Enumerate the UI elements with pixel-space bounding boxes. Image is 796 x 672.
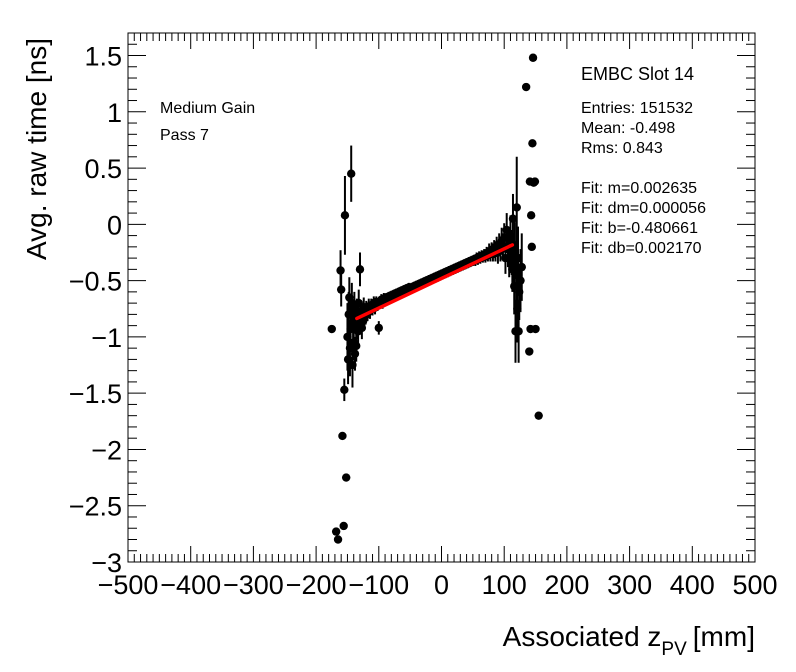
x-axis-title-subscript: PV: [661, 639, 687, 660]
data-marker: [521, 82, 531, 92]
data-point: [339, 521, 348, 531]
data-point: [527, 242, 536, 252]
y-tick-label: 0.5: [84, 154, 122, 184]
y-axis-title: Avg. raw time [ns]: [21, 38, 52, 260]
x-tick-label: 400: [670, 570, 715, 600]
data-marker: [531, 324, 540, 334]
fit-line-group: [355, 243, 515, 321]
x-tick-label: −400: [160, 570, 221, 600]
fit-line: [355, 243, 515, 321]
data-point: [341, 473, 351, 482]
data-points-group: [327, 53, 543, 544]
data-point: [526, 211, 536, 220]
label-gain: Medium Gain: [160, 100, 255, 117]
data-marker: [340, 211, 350, 220]
data-marker: [527, 242, 536, 252]
fit-dm-label: Fit: dm=0.000056: [581, 200, 706, 217]
x-tick-label: 100: [482, 570, 527, 600]
y-tick-label: 1.5: [84, 42, 122, 72]
x-tick-label: 0: [434, 570, 449, 600]
y-tick-label: −2.5: [69, 492, 122, 522]
data-marker: [508, 214, 518, 223]
data-marker: [374, 323, 383, 333]
x-tick-label: −200: [286, 570, 347, 600]
data-point: [531, 324, 540, 334]
stats-mean: Mean: -0.498: [581, 120, 675, 137]
tick-labels-group: −500 −400 −300 −200 −100 0 100 200 300 400 500 −3 −2…: [69, 42, 778, 600]
data-marker: [336, 285, 346, 294]
data-point: [534, 411, 543, 420]
data-point: [331, 527, 341, 536]
data-point: [340, 378, 349, 402]
fit-db-label: Fit: db=0.002170: [581, 240, 702, 257]
stats-rms: Rms: 0.843: [581, 140, 663, 157]
data-marker: [339, 521, 348, 531]
data-point: [530, 177, 540, 186]
x-tick-label: 200: [544, 570, 589, 600]
data-marker: [514, 327, 523, 336]
data-marker: [340, 385, 349, 394]
data-marker: [336, 266, 345, 275]
x-tick-label: −300: [223, 570, 284, 600]
x-tick-label: 300: [607, 570, 652, 600]
y-tick-label: −3: [91, 548, 122, 578]
fit-m-label: Fit: m=0.002635: [581, 180, 697, 197]
stats-title: EMBC Slot 14: [581, 64, 694, 84]
ticks-group: [127, 32, 756, 563]
data-point: [525, 347, 534, 356]
x-axis-title-main: Associated z: [503, 621, 662, 652]
y-tick-label: −0.5: [69, 267, 122, 297]
data-point: [327, 324, 336, 334]
data-marker: [530, 177, 540, 186]
data-point: [355, 252, 365, 287]
y-tick-label: −1: [91, 323, 122, 353]
data-marker: [352, 341, 361, 351]
x-tick-label: 500: [732, 570, 777, 600]
data-marker: [528, 139, 537, 148]
data-marker: [528, 53, 538, 62]
data-marker: [525, 347, 534, 356]
data-point: [508, 193, 518, 244]
data-marker: [347, 169, 356, 178]
data-point: [528, 139, 537, 148]
stats-entries: Entries: 151532: [581, 100, 693, 117]
data-point: [521, 82, 531, 92]
y-tick-label: 0: [107, 210, 122, 240]
data-marker: [526, 211, 536, 220]
y-tick-label: −1.5: [69, 379, 122, 409]
y-tick-label: −2: [91, 435, 122, 465]
x-axis-title-unit: [mm]: [693, 621, 755, 652]
data-marker: [516, 276, 525, 285]
data-point: [336, 272, 346, 307]
data-marker: [534, 411, 543, 420]
data-marker: [331, 527, 341, 536]
data-marker: [350, 349, 360, 358]
data-point: [517, 233, 526, 301]
fit-b-label: Fit: b=-0.480661: [581, 220, 698, 237]
data-point: [528, 53, 538, 62]
y-tick-label: 1: [107, 98, 122, 128]
data-marker: [341, 473, 351, 482]
data-marker: [512, 203, 521, 212]
data-point: [333, 535, 343, 544]
data-marker: [338, 431, 347, 441]
data-marker: [355, 265, 365, 274]
x-tick-label: −100: [348, 570, 409, 600]
data-point: [338, 431, 347, 441]
x-axis-title: Associated zPV [mm]: [503, 621, 755, 660]
data-point: [374, 321, 383, 335]
x-tick-label: −500: [98, 570, 159, 600]
data-marker: [333, 535, 343, 544]
data-marker: [517, 262, 526, 272]
data-marker: [327, 324, 336, 334]
data-point: [340, 175, 350, 255]
label-pass: Pass 7: [160, 127, 209, 144]
data-point: [347, 145, 356, 202]
data-point: [512, 156, 521, 259]
